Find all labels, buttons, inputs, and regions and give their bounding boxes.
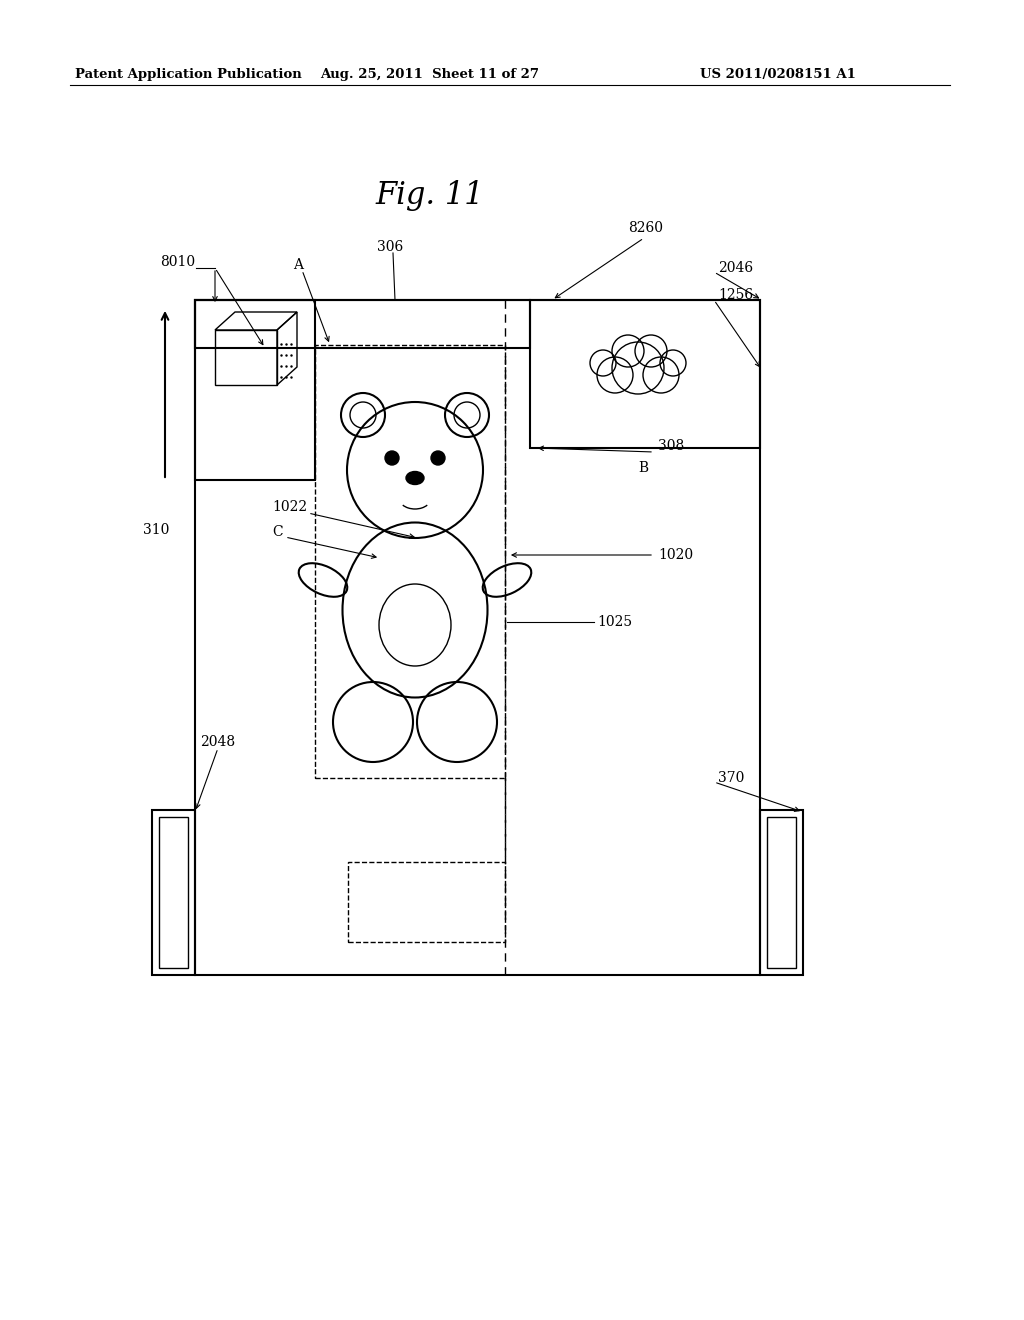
Bar (195, 300, 530, 348)
Text: Fig. 11: Fig. 11 (376, 180, 484, 211)
Bar (195, 300, 760, 975)
Bar (215, 330, 278, 385)
Ellipse shape (406, 471, 424, 484)
Circle shape (385, 451, 399, 465)
Text: B: B (638, 461, 648, 475)
Text: 370: 370 (718, 771, 744, 785)
Text: 306: 306 (377, 240, 403, 253)
Text: 2048: 2048 (200, 735, 236, 748)
Text: 1022: 1022 (272, 500, 307, 513)
Bar (767, 817, 796, 968)
Text: US 2011/0208151 A1: US 2011/0208151 A1 (700, 69, 856, 81)
Bar (195, 300, 315, 480)
Text: C: C (272, 525, 283, 539)
Text: 308: 308 (658, 440, 684, 453)
Bar (159, 817, 188, 968)
Text: Patent Application Publication: Patent Application Publication (75, 69, 302, 81)
Text: 8260: 8260 (628, 220, 663, 235)
Text: 8010: 8010 (160, 255, 196, 269)
Text: 2046: 2046 (718, 261, 753, 275)
Bar (530, 300, 760, 447)
Text: A: A (293, 257, 303, 272)
Bar (760, 810, 803, 975)
Text: Aug. 25, 2011  Sheet 11 of 27: Aug. 25, 2011 Sheet 11 of 27 (321, 69, 540, 81)
Bar (348, 862, 505, 942)
Bar (315, 345, 505, 777)
Text: 1020: 1020 (658, 548, 693, 562)
Circle shape (431, 451, 445, 465)
Text: 1025: 1025 (597, 615, 632, 630)
Text: 310: 310 (143, 523, 169, 537)
Text: 1256: 1256 (718, 288, 753, 302)
Bar (152, 810, 195, 975)
